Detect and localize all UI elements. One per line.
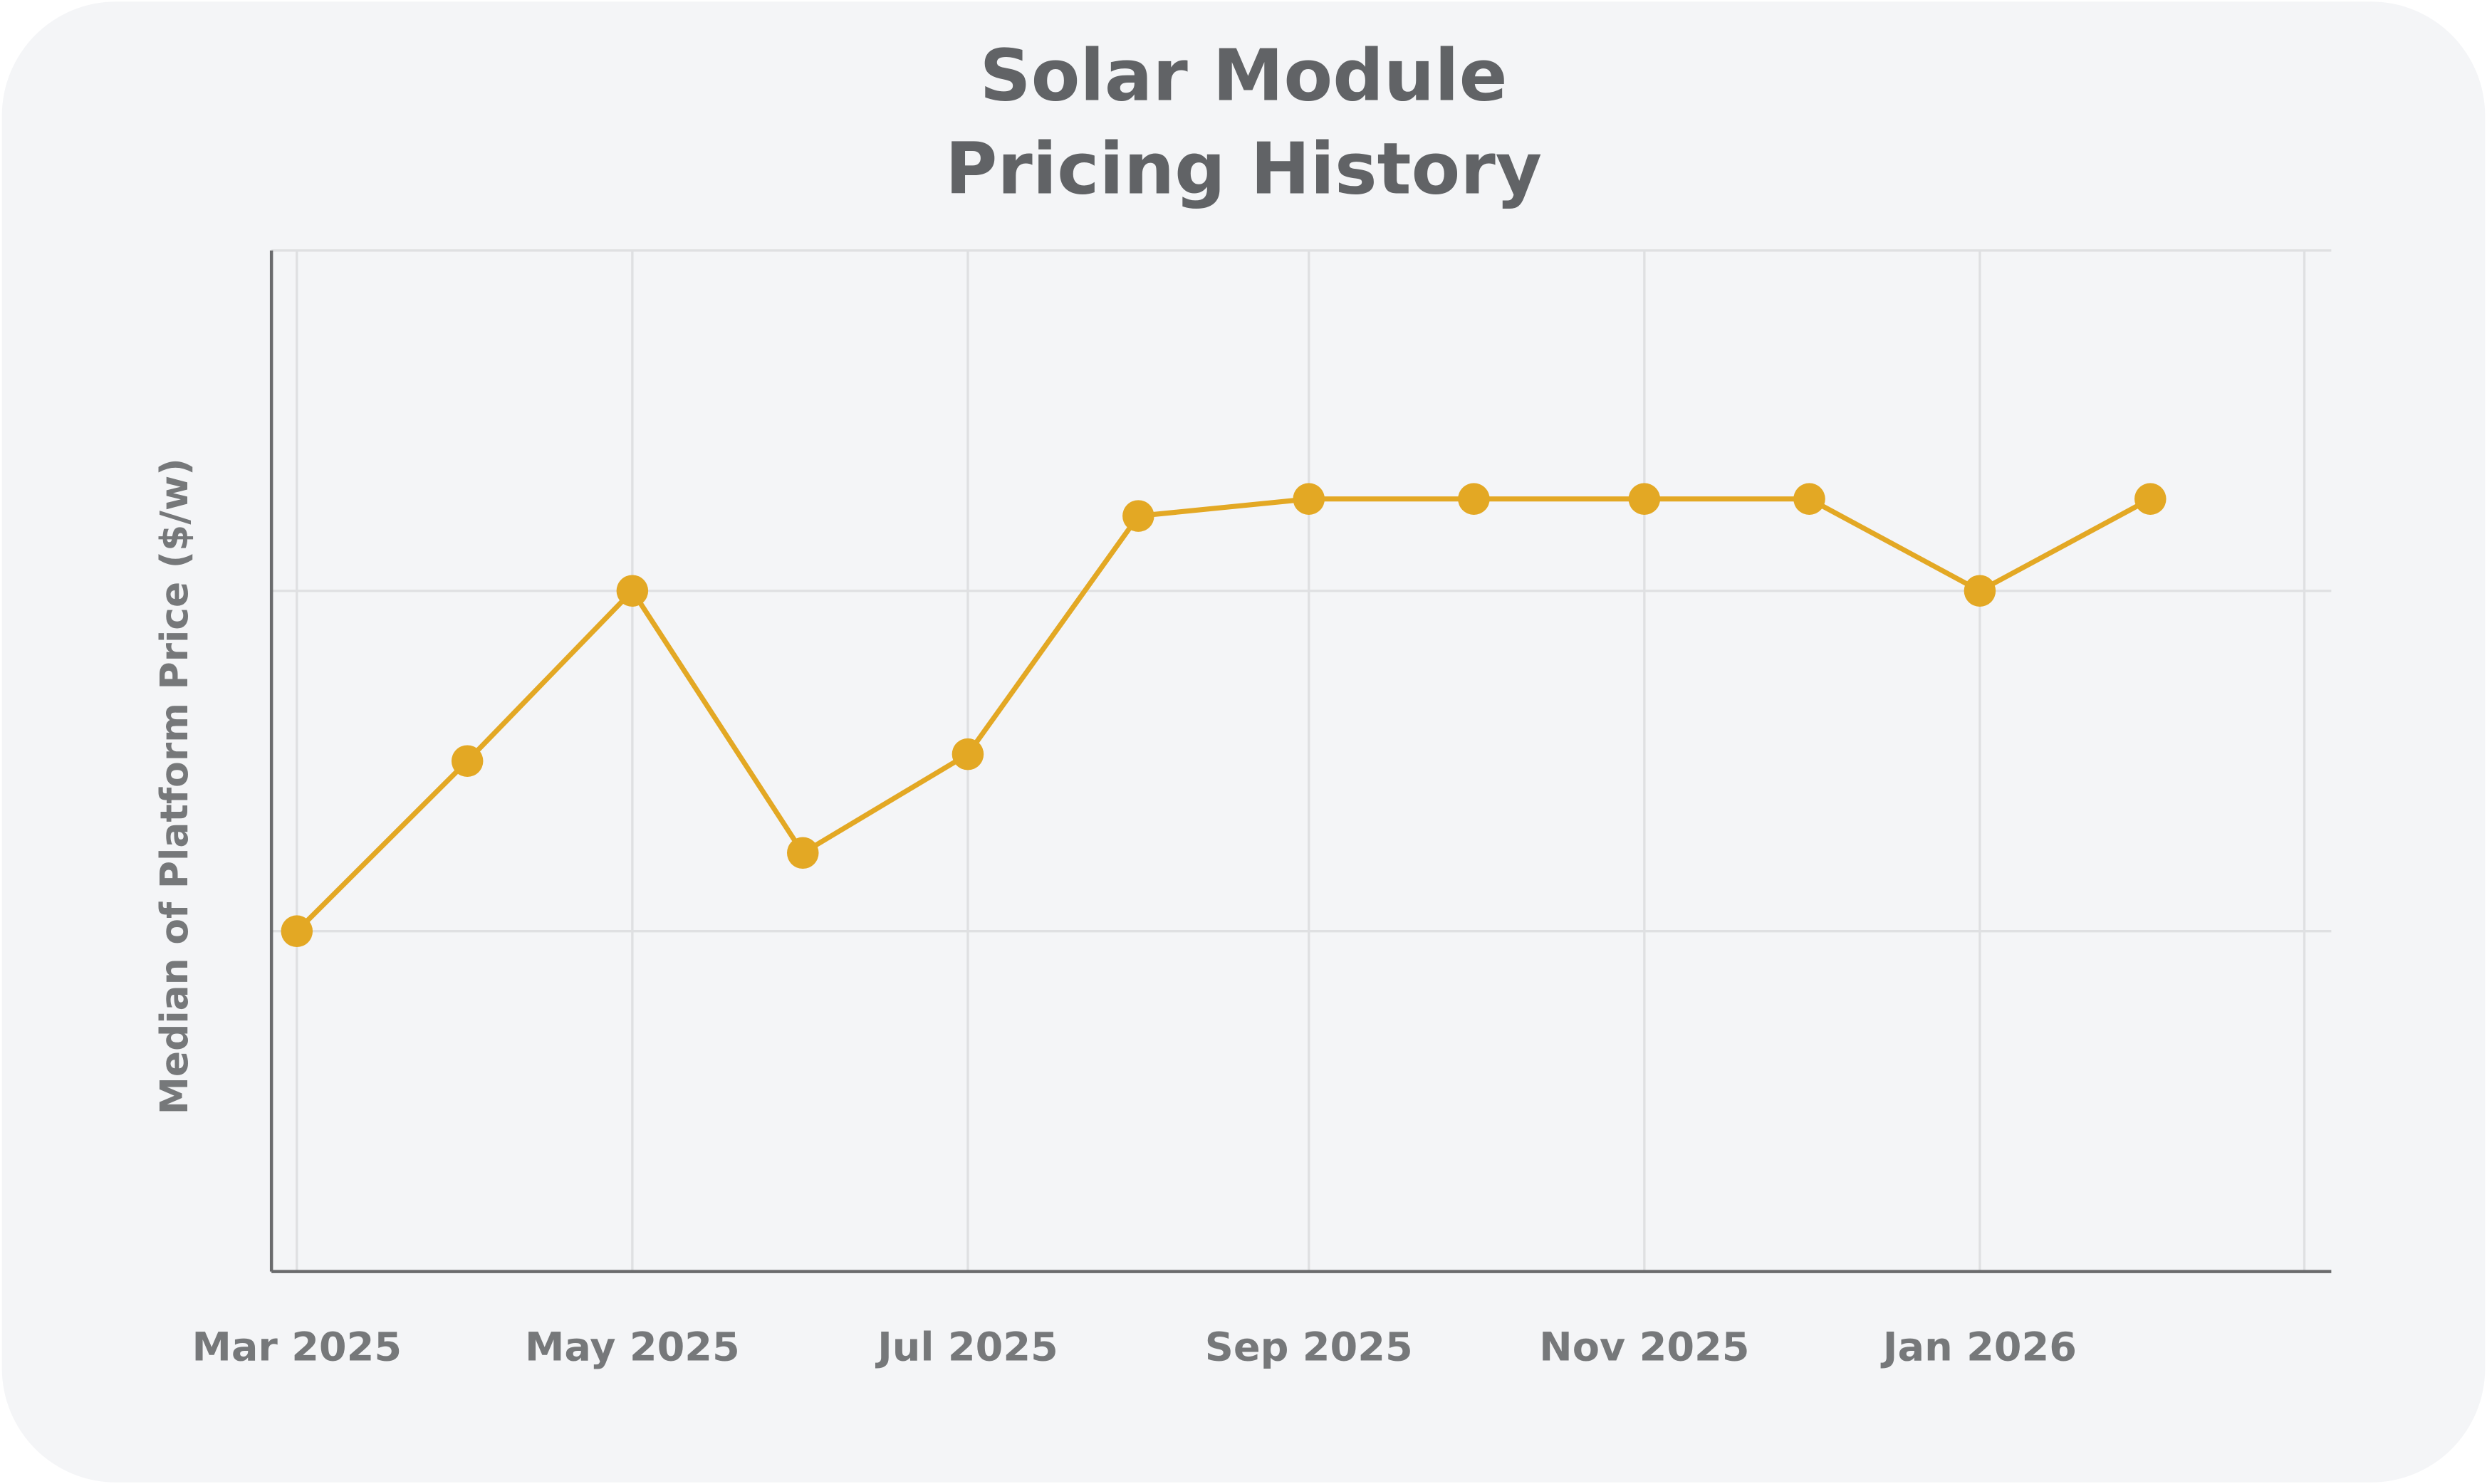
axes bbox=[269, 250, 2332, 1273]
data-point bbox=[451, 745, 484, 777]
data-point bbox=[1628, 483, 1661, 515]
data-point bbox=[951, 738, 984, 770]
data-point bbox=[281, 915, 313, 947]
chart-title-line-2: Pricing History bbox=[945, 127, 1542, 211]
x-tick-label: Mar 2025 bbox=[192, 1324, 402, 1370]
data-point bbox=[2134, 483, 2167, 515]
series-line bbox=[295, 496, 2152, 934]
y-axis-label: Median of Platform Price ($/w) bbox=[152, 458, 197, 1114]
chart-title-line-1: Solar Module bbox=[979, 33, 1507, 117]
data-point bbox=[1964, 575, 1996, 607]
x-tick-label: Sep 2025 bbox=[1205, 1324, 1413, 1370]
series bbox=[281, 483, 2167, 947]
x-tick-label: Jul 2025 bbox=[875, 1324, 1058, 1370]
x-tick-label: May 2025 bbox=[525, 1324, 740, 1370]
data-point bbox=[786, 837, 819, 869]
data-point bbox=[616, 575, 649, 607]
x-tick-label: Nov 2025 bbox=[1539, 1324, 1749, 1370]
x-tick-labels: Mar 2025 May 2025 Jul 2025 Sep 2025 Nov 2025… bbox=[192, 1324, 2077, 1370]
data-point bbox=[1793, 483, 1825, 515]
x-tick-label: Jan 2026 bbox=[1880, 1324, 2077, 1370]
data-point bbox=[1458, 483, 1490, 515]
data-point bbox=[1122, 500, 1154, 532]
data-point bbox=[1293, 483, 1325, 515]
